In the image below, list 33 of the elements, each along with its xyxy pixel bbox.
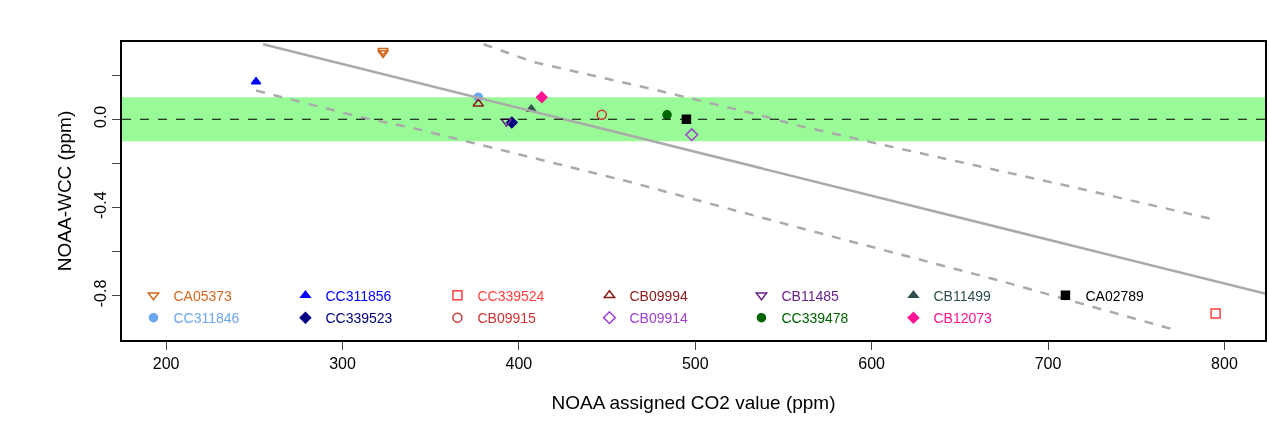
- x-tick-label: 700: [1034, 354, 1062, 372]
- point: [596, 109, 608, 121]
- legend-label: CB09994: [629, 287, 689, 304]
- x-tick-label: 400: [505, 354, 533, 372]
- legend-label: CC311856: [325, 287, 392, 304]
- legend-label: CC311846: [173, 310, 240, 327]
- legend-label: CB09914: [629, 310, 689, 327]
- y-tick-label: -0.4: [91, 191, 109, 219]
- y-tick-label: 0.0: [91, 105, 109, 128]
- line-series: [482, 42, 1212, 220]
- point: [685, 128, 699, 142]
- y-tick-label: -0.8: [91, 279, 109, 308]
- line-series: [254, 89, 1173, 331]
- legend-label: CC339523: [325, 310, 393, 327]
- legend-label: CB12073: [933, 310, 993, 327]
- point: [1210, 308, 1221, 319]
- legend-label: CA05373: [173, 287, 233, 304]
- y-axis-title: NOAA-WCC (ppm): [54, 110, 76, 272]
- point: [250, 76, 262, 85]
- x-tick-label: 200: [152, 354, 180, 372]
- point: [662, 110, 672, 120]
- x-axis-title: NOAA assigned CO2 value (ppm): [551, 392, 836, 414]
- legend-label: CA02789: [1085, 287, 1145, 304]
- legend-label: CC339478: [781, 310, 849, 327]
- legend-label: CB09915: [477, 310, 537, 327]
- x-tick-label: 500: [681, 354, 709, 372]
- x-tick-label: 300: [329, 354, 356, 372]
- legend-label: CC339524: [477, 287, 545, 304]
- x-tick-label: 600: [858, 354, 886, 372]
- point: [535, 91, 548, 104]
- legend-label: CB11485: [781, 287, 839, 304]
- x-tick-label: 800: [1211, 354, 1238, 372]
- legend-label: CB11499: [933, 287, 991, 304]
